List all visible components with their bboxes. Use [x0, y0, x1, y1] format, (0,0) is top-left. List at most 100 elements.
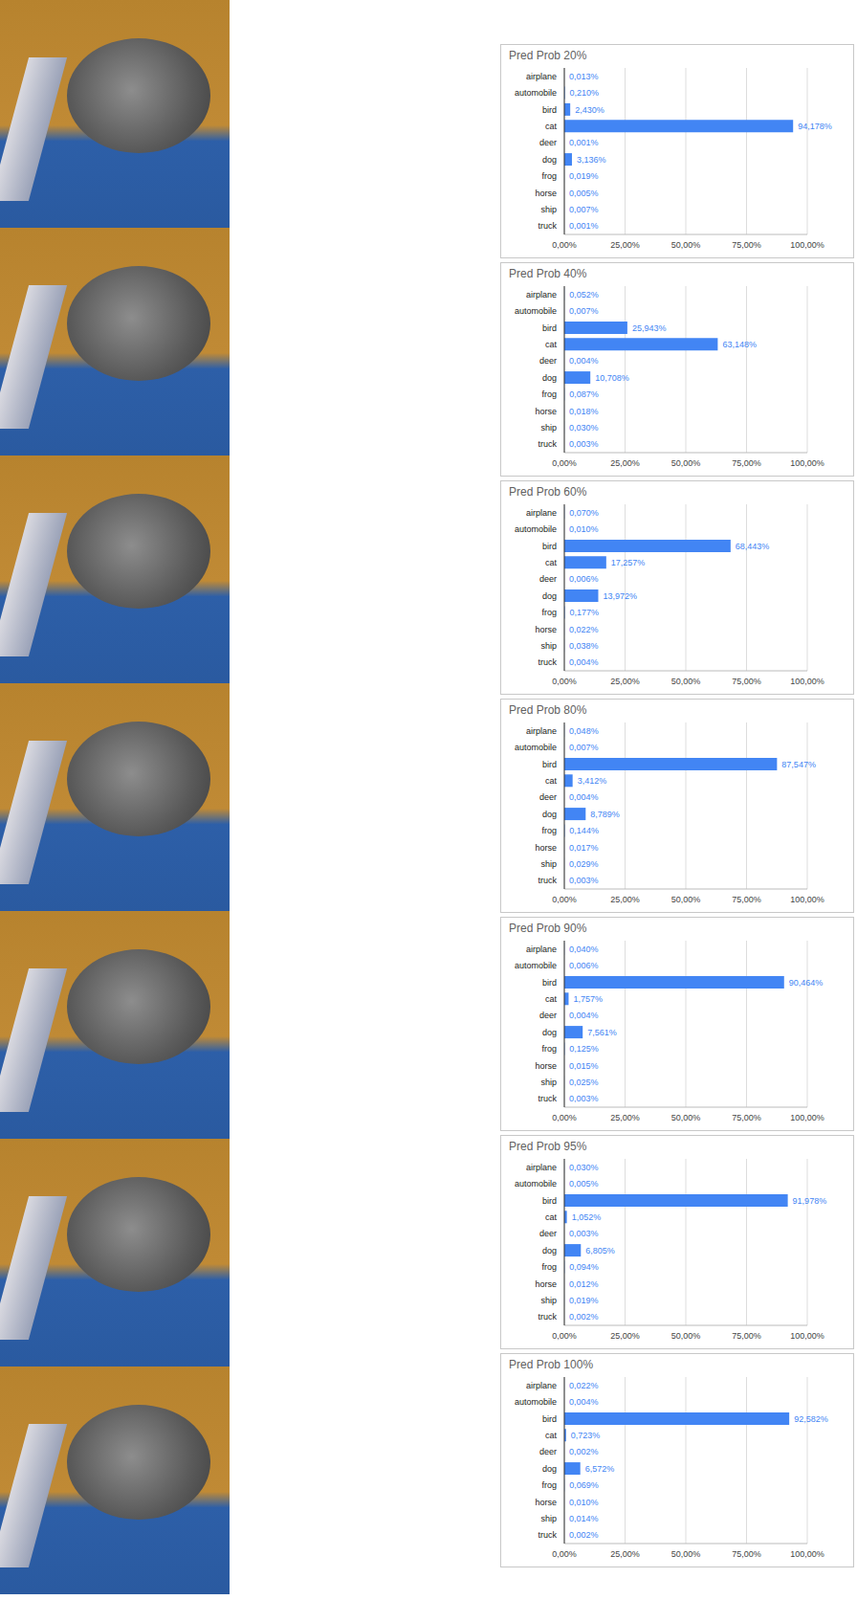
svg-text:automobile: automobile [514, 742, 557, 752]
svg-text:automobile: automobile [514, 87, 557, 98]
svg-text:1,052%: 1,052% [571, 1211, 602, 1222]
svg-text:dog: dog [542, 154, 557, 165]
svg-text:automobile: automobile [514, 960, 557, 970]
svg-text:0,010%: 0,010% [569, 1496, 599, 1507]
svg-text:0,007%: 0,007% [569, 742, 599, 752]
svg-text:0,125%: 0,125% [569, 1043, 599, 1054]
svg-text:0,00%: 0,00% [551, 240, 577, 250]
svg-text:0,094%: 0,094% [569, 1261, 599, 1272]
svg-text:63,148%: 63,148% [722, 339, 757, 350]
svg-text:87,547%: 87,547% [781, 759, 816, 770]
svg-text:50,00%: 50,00% [671, 676, 702, 686]
svg-text:0,005%: 0,005% [569, 1178, 599, 1188]
svg-text:horse: horse [534, 624, 557, 635]
svg-text:100,00%: 100,00% [790, 240, 825, 250]
svg-text:cat: cat [545, 1429, 558, 1440]
svg-text:7,561%: 7,561% [587, 1027, 617, 1037]
svg-text:horse: horse [534, 1496, 557, 1507]
svg-text:dog: dog [542, 1463, 557, 1473]
svg-text:0,030%: 0,030% [569, 422, 599, 433]
svg-text:frog: frog [541, 825, 557, 836]
svg-text:100,00%: 100,00% [790, 1330, 825, 1341]
svg-text:25,00%: 25,00% [610, 894, 640, 904]
svg-text:0,003%: 0,003% [569, 875, 599, 885]
svg-text:0,013%: 0,013% [569, 71, 599, 82]
svg-text:ship: ship [540, 1295, 557, 1305]
svg-text:0,00%: 0,00% [551, 894, 577, 904]
svg-text:truck: truck [537, 1529, 557, 1539]
svg-text:dog: dog [542, 1027, 557, 1037]
svg-text:deer: deer [539, 1446, 557, 1456]
svg-text:90,464%: 90,464% [789, 977, 824, 988]
svg-text:truck: truck [537, 220, 557, 231]
svg-text:deer: deer [539, 573, 557, 584]
svg-text:25,00%: 25,00% [610, 458, 640, 468]
svg-text:0,001%: 0,001% [569, 220, 599, 231]
svg-text:50,00%: 50,00% [671, 1548, 702, 1559]
svg-text:0,004%: 0,004% [569, 657, 599, 667]
svg-text:75,00%: 75,00% [731, 458, 762, 468]
svg-text:automobile: automobile [514, 524, 557, 534]
svg-text:75,00%: 75,00% [731, 1548, 762, 1559]
svg-text:0,00%: 0,00% [551, 676, 577, 686]
svg-text:0,029%: 0,029% [569, 858, 599, 869]
svg-text:0,003%: 0,003% [569, 439, 599, 449]
svg-text:75,00%: 75,00% [731, 676, 762, 686]
svg-text:dog: dog [542, 1245, 557, 1255]
svg-text:0,004%: 0,004% [569, 355, 599, 366]
svg-text:0,019%: 0,019% [569, 1295, 599, 1305]
svg-text:0,00%: 0,00% [551, 1330, 577, 1341]
svg-text:automobile: automobile [514, 306, 557, 316]
svg-text:bird: bird [542, 541, 557, 551]
svg-text:truck: truck [537, 875, 557, 885]
svg-text:0,040%: 0,040% [569, 944, 599, 954]
svg-text:0,00%: 0,00% [551, 458, 577, 468]
svg-text:deer: deer [539, 791, 557, 802]
svg-text:truck: truck [537, 1093, 557, 1103]
svg-text:airplane: airplane [526, 507, 557, 518]
svg-text:50,00%: 50,00% [671, 240, 702, 250]
svg-text:bird: bird [542, 323, 557, 333]
svg-text:cat: cat [545, 1211, 558, 1222]
svg-text:0,038%: 0,038% [569, 640, 599, 651]
svg-text:horse: horse [534, 1060, 557, 1071]
svg-text:bird: bird [542, 759, 557, 770]
svg-text:ship: ship [540, 1513, 557, 1523]
svg-text:1,757%: 1,757% [572, 993, 603, 1004]
svg-text:frog: frog [541, 1043, 557, 1054]
svg-text:25,00%: 25,00% [610, 1330, 640, 1341]
svg-text:ship: ship [540, 858, 557, 869]
svg-text:0,052%: 0,052% [569, 289, 599, 300]
svg-text:frog: frog [541, 389, 557, 399]
svg-text:100,00%: 100,00% [790, 676, 825, 686]
svg-text:0,087%: 0,087% [569, 389, 599, 399]
svg-text:0,014%: 0,014% [569, 1513, 599, 1523]
svg-text:0,010%: 0,010% [569, 524, 599, 534]
svg-text:0,070%: 0,070% [569, 507, 599, 518]
svg-text:airplane: airplane [526, 1380, 557, 1390]
svg-text:bird: bird [542, 1413, 557, 1424]
svg-text:0,030%: 0,030% [569, 1162, 599, 1172]
svg-text:0,012%: 0,012% [569, 1278, 599, 1289]
svg-text:cat: cat [545, 121, 558, 132]
svg-text:75,00%: 75,00% [731, 240, 762, 250]
svg-text:0,048%: 0,048% [569, 725, 599, 736]
svg-text:50,00%: 50,00% [671, 1330, 702, 1341]
svg-text:25,943%: 25,943% [632, 323, 667, 333]
svg-text:0,00%: 0,00% [551, 1112, 577, 1122]
svg-text:100,00%: 100,00% [790, 1548, 825, 1559]
svg-text:100,00%: 100,00% [790, 1112, 825, 1122]
svg-text:0,00%: 0,00% [551, 1548, 577, 1559]
svg-text:25,00%: 25,00% [610, 1112, 640, 1122]
svg-text:dog: dog [542, 591, 557, 601]
svg-text:cat: cat [545, 993, 558, 1004]
svg-text:91,978%: 91,978% [792, 1195, 828, 1206]
svg-text:25,00%: 25,00% [610, 1548, 640, 1559]
svg-text:0,210%: 0,210% [570, 87, 600, 98]
svg-text:airplane: airplane [526, 725, 557, 736]
svg-text:0,003%: 0,003% [569, 1093, 599, 1103]
svg-text:0,723%: 0,723% [571, 1429, 601, 1440]
svg-text:ship: ship [540, 640, 557, 651]
svg-text:bird: bird [542, 977, 557, 988]
svg-text:94,178%: 94,178% [797, 121, 833, 132]
